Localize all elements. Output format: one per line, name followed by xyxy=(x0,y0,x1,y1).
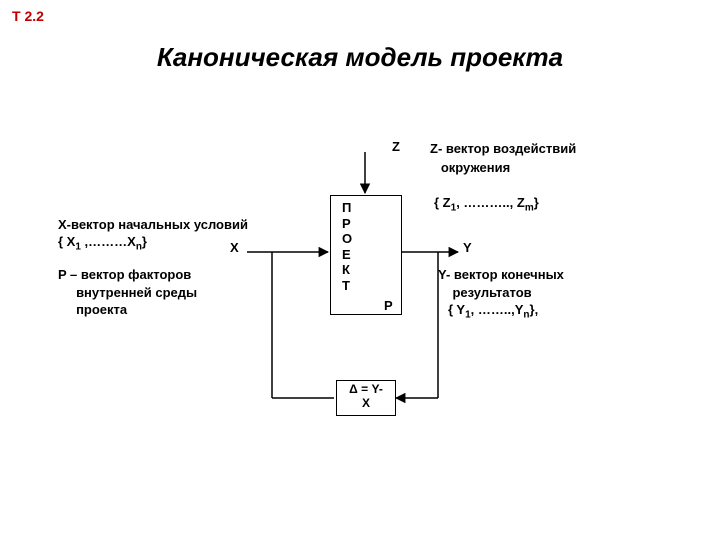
z-text: Z- вектор воздействий окружения xyxy=(430,140,576,178)
proj-l5: К xyxy=(342,262,350,277)
proj-l1: П xyxy=(342,200,351,215)
proj-l3: О xyxy=(342,231,352,246)
proj-l2: Р xyxy=(342,216,351,231)
page-title: Каноническая модель проекта xyxy=(0,42,720,73)
label-x: X xyxy=(230,240,239,255)
z-set: { Z1, ……….., Zm} xyxy=(434,195,539,214)
label-z: Z xyxy=(392,139,400,154)
x-set-pre: { X xyxy=(58,234,75,249)
proj-l6: Т xyxy=(342,278,350,293)
delta-box: Δ = Y- X xyxy=(336,380,396,416)
z-line1: Z- вектор воздействий xyxy=(430,141,576,156)
y-text: Y- вектор конечных результатов xyxy=(438,266,564,301)
y-set-suf: }, xyxy=(530,302,539,317)
z-set-suf: } xyxy=(534,195,539,210)
delta-line2: X xyxy=(362,396,370,410)
p-line1: P – вектор факторов xyxy=(58,267,191,282)
x-heading: X-вектор начальных условий xyxy=(58,217,248,232)
y-line1: Y- вектор конечных xyxy=(438,267,564,282)
p-line3: проекта xyxy=(76,302,127,317)
z-set-pre: { Z xyxy=(434,195,451,210)
x-set: { X1 ,………Xn} xyxy=(58,234,147,253)
page: Т 2.2 Каноническая модель проекта П Р О … xyxy=(0,0,720,540)
p-text: P – вектор факторов внутренней среды про… xyxy=(58,266,197,319)
y-set-pre: { Y xyxy=(448,302,465,317)
delta-line1: Δ = Y- xyxy=(349,382,383,396)
x-set-mid: ,………X xyxy=(81,234,136,249)
z-set-mid: , ……….., Z xyxy=(456,195,525,210)
z-line2: окружения xyxy=(441,160,510,175)
y-set-mid: , ……..,Y xyxy=(471,302,524,317)
x-set-suf: } xyxy=(142,234,147,249)
project-box xyxy=(330,195,402,315)
y-set: { Y1, ……..,Yn}, xyxy=(448,302,538,321)
z-set-s2: m xyxy=(525,203,534,214)
p-label: P xyxy=(384,298,393,313)
p-line2: внутренней среды xyxy=(76,285,197,300)
label-y: Y xyxy=(463,240,472,255)
proj-l4: Е xyxy=(342,247,351,262)
project-box-label: П Р О Е К Т xyxy=(342,200,352,294)
page-code: Т 2.2 xyxy=(12,8,44,24)
y-line2: результатов xyxy=(452,285,531,300)
